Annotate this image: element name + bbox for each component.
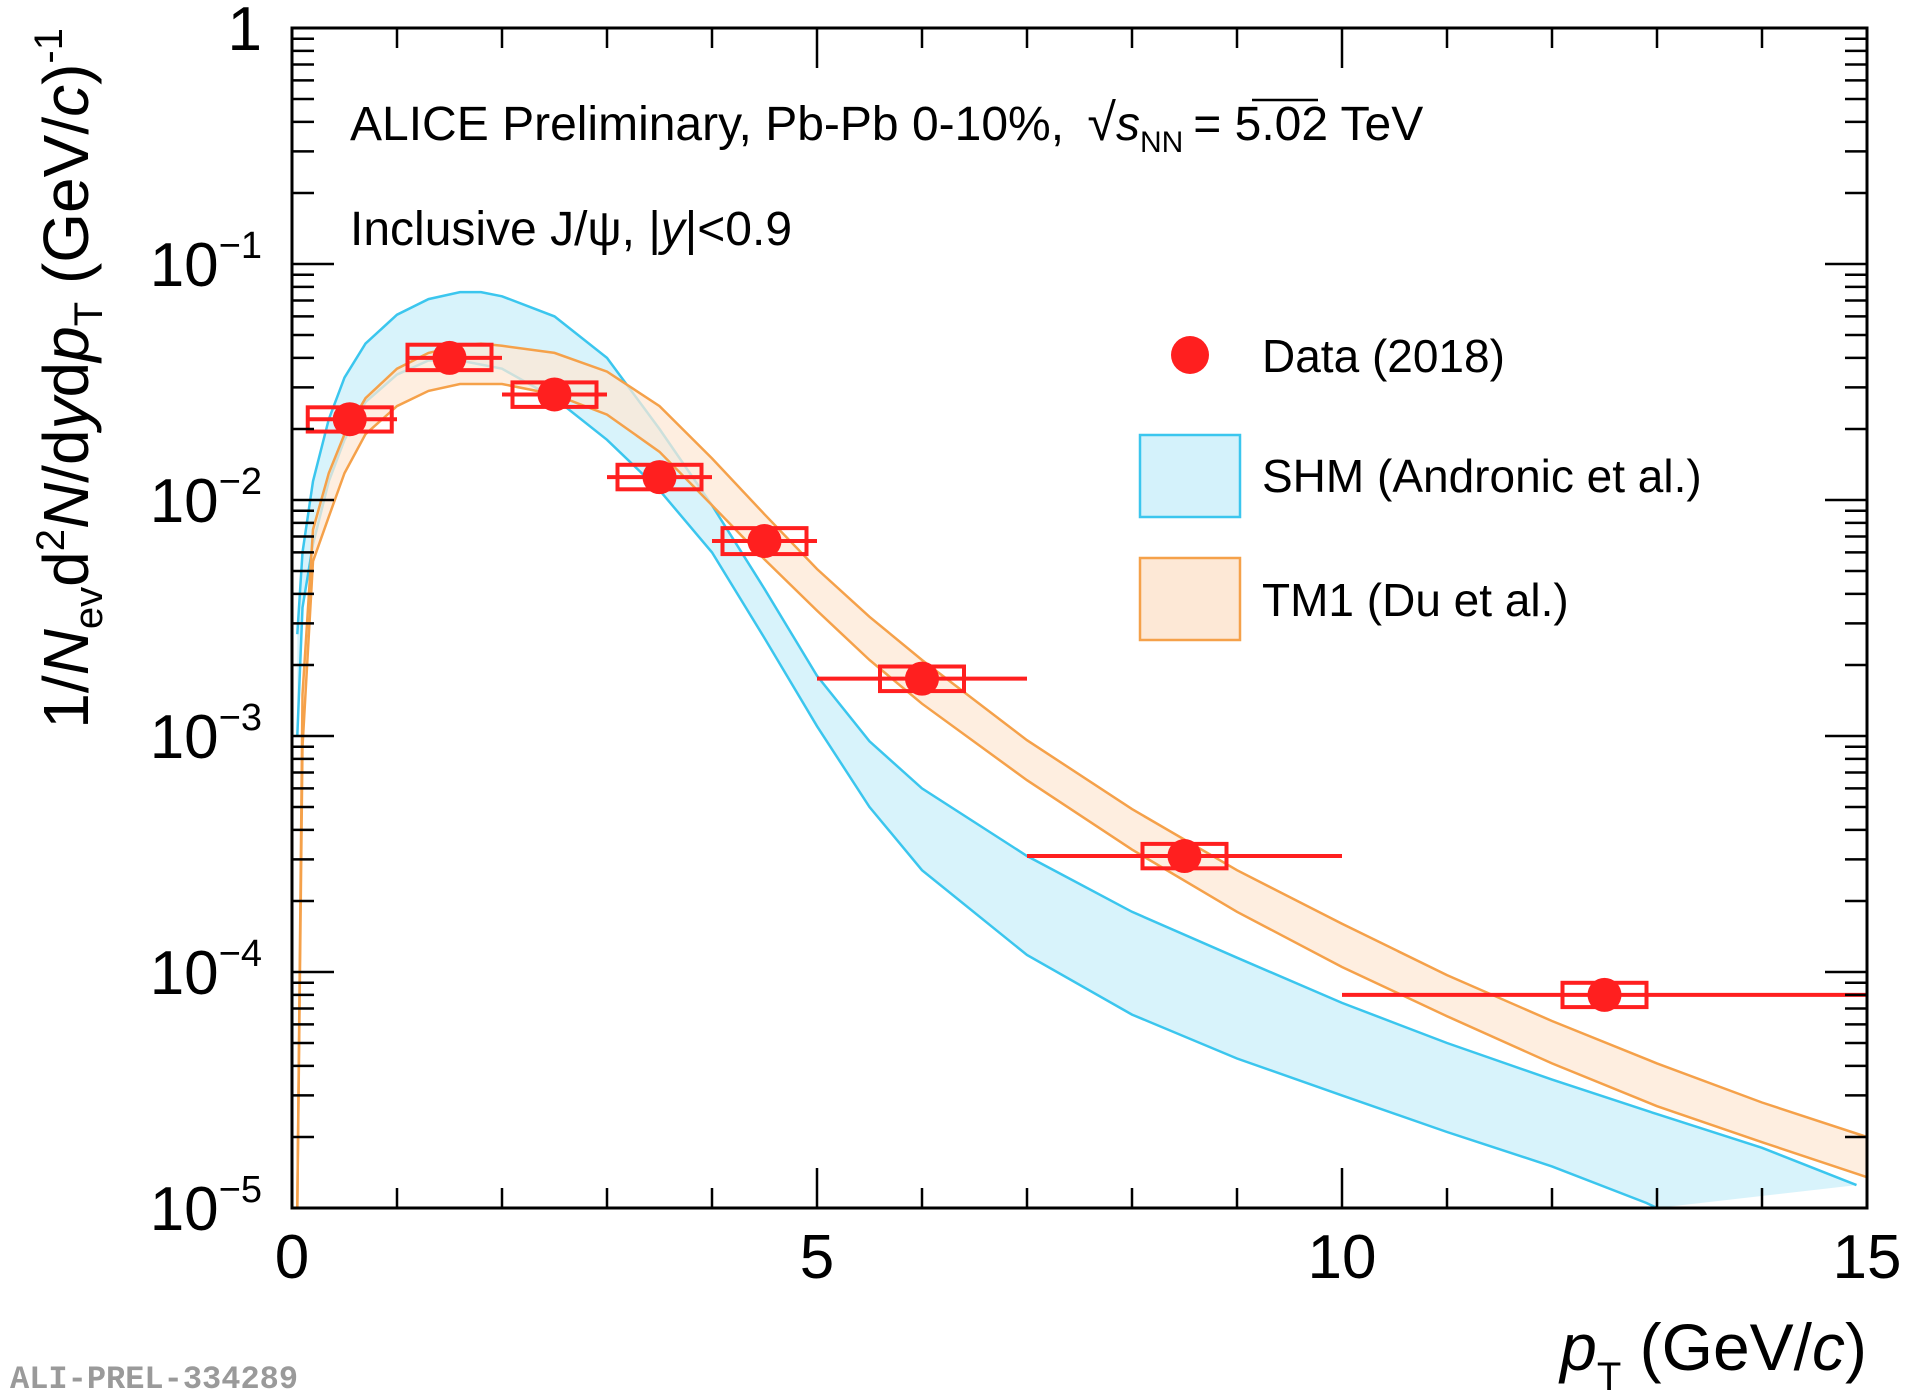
y-tick-label: 10−4 — [150, 933, 262, 1008]
chart-title: ALICE Preliminary, Pb-Pb 0-10%, √sNN = 5.… — [350, 94, 1423, 159]
data-point — [1167, 839, 1202, 874]
y-tick-label: 10−5 — [150, 1169, 262, 1244]
data-point — [332, 402, 367, 437]
data-point — [905, 661, 939, 696]
x-tick-label: 10 — [1308, 1223, 1377, 1292]
data-point — [642, 460, 677, 495]
legend-marker-data — [1171, 336, 1209, 374]
chart-subtitle: Inclusive J/ψ, |y|<0.9 — [350, 203, 792, 256]
model-bands — [296, 290, 1867, 1208]
x-tick-label: 15 — [1833, 1223, 1902, 1292]
legend-label-tm1: TM1 (Du et al.) — [1262, 574, 1569, 626]
legend: Data (2018) SHM (Andronic et al.) TM1 (D… — [1138, 330, 1702, 642]
data-points — [305, 340, 1867, 1012]
x-tick-label: 5 — [800, 1223, 834, 1292]
preliminary-code: ALI-PREL-334289 — [10, 1361, 298, 1398]
data-point — [537, 377, 572, 412]
data-point — [432, 340, 467, 375]
y-tick-label: 10−3 — [150, 697, 262, 772]
y-tick-label: 10−2 — [150, 461, 262, 536]
legend-swatch-shm — [1138, 433, 1242, 519]
x-axis-label: pT (GeV/c) — [1558, 1310, 1867, 1399]
legend-label-data: Data (2018) — [1262, 330, 1505, 382]
plot-frame — [290, 26, 1869, 1210]
axis-ticks — [290, 26, 1869, 1210]
data-point — [747, 524, 782, 559]
x-tick-label: 0 — [275, 1223, 309, 1292]
legend-swatch-tm1 — [1138, 556, 1242, 642]
tick-labels: 0 5 10 15 1 10−1 10−2 10−3 10−4 10−5 — [150, 0, 1902, 1292]
y-tick-label: 10−1 — [150, 225, 262, 300]
y-tick-label: 1 — [228, 0, 262, 64]
legend-label-shm: SHM (Andronic et al.) — [1262, 450, 1702, 502]
y-axis-label: 1/Nevd2N/dydpT (GeV/c)-1 — [27, 28, 111, 729]
data-point — [1587, 977, 1622, 1012]
band-fill-tm1 — [297, 343, 1867, 1208]
band-lower-tm1 — [296, 382, 1867, 1208]
